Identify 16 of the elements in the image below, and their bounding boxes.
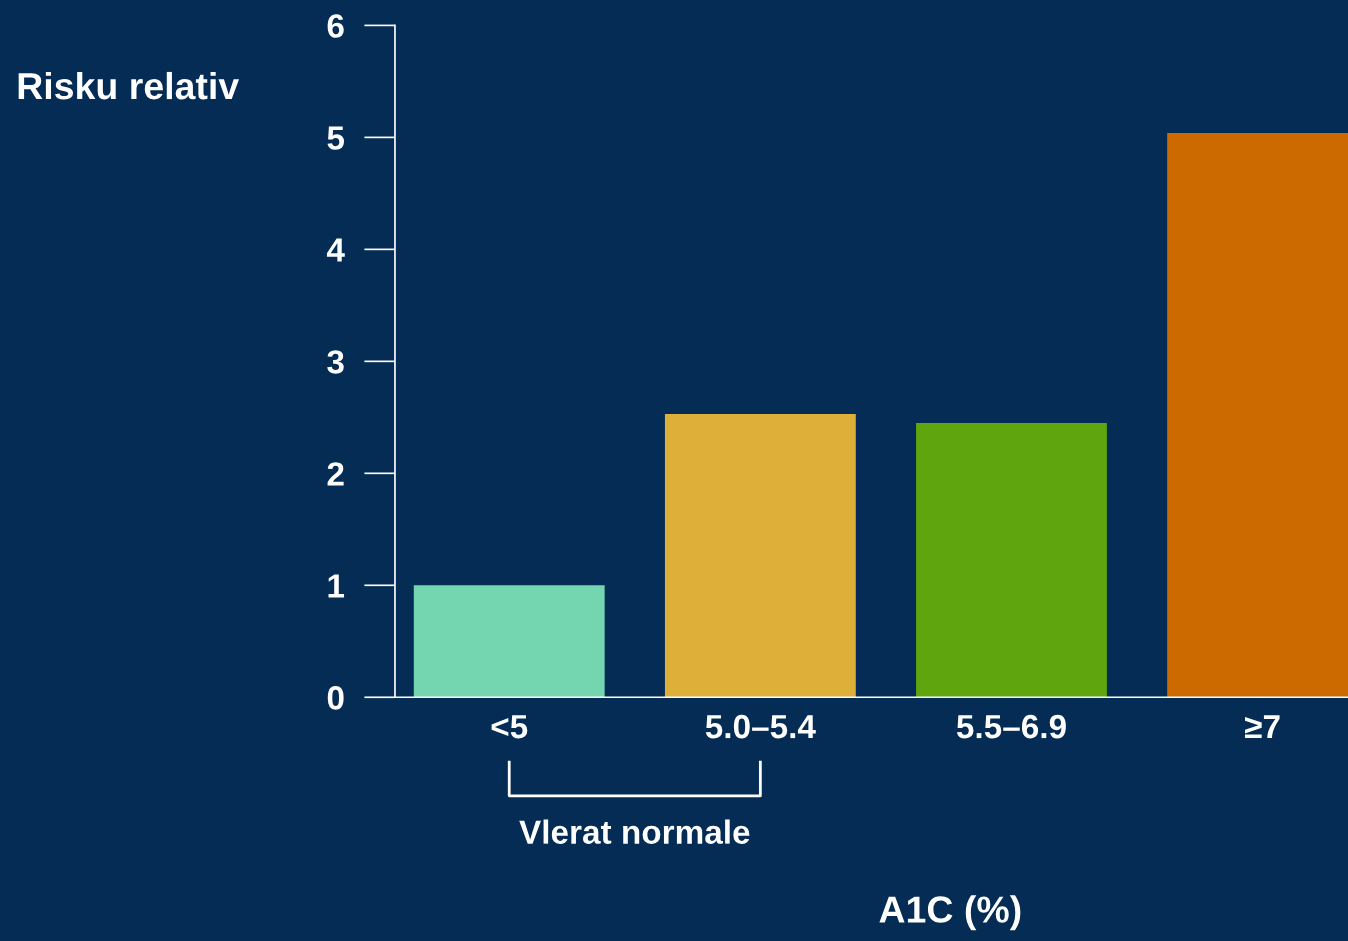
y-tick-label: 1 [328,574,345,598]
x-tick-label: 5.0–5.4 [705,714,816,739]
x-tick-label: ≥7 [1245,715,1280,739]
y-tick-label: 6 [327,14,344,38]
text: Vlerat normale [519,819,750,844]
x-axis-title: A1C (%) [879,895,1021,931]
y-tick-label: 2 [327,462,344,486]
y-axis-title: Risku relativ [18,71,240,100]
y-tick-label: 3 [327,350,344,374]
y-tick-label: 4 [326,238,345,262]
y-tick-label: 0 [327,686,344,710]
x-tick-label: 5.5–6.9 [956,714,1066,739]
bar [413,585,605,698]
x-tick-label: <5 [491,715,528,739]
y-tick-label: 5 [327,126,345,150]
bar [664,413,856,698]
